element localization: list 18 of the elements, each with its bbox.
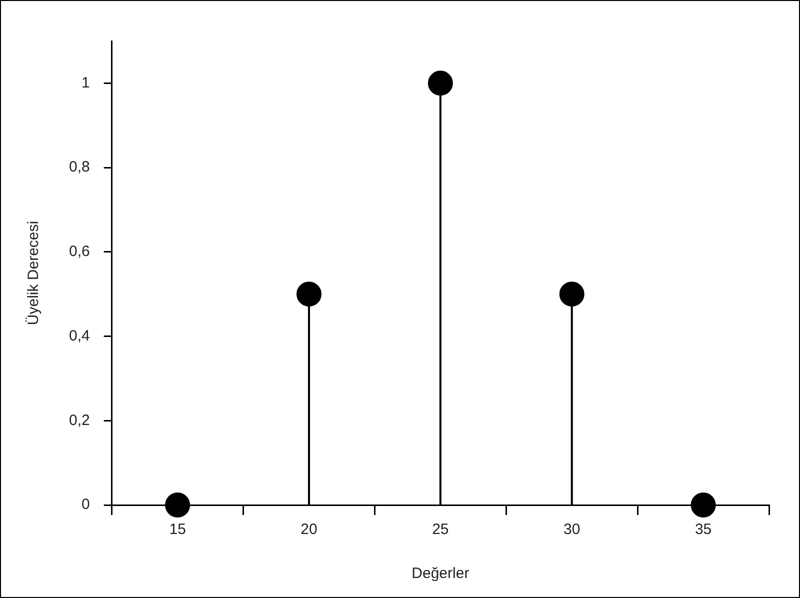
y-tick-label: 0,6 xyxy=(68,243,90,260)
x-tick-label: 20 xyxy=(300,521,318,538)
point xyxy=(165,492,190,518)
x-tick-label: 15 xyxy=(169,521,186,538)
y-tick-label: 0,4 xyxy=(68,327,90,344)
y-tick-label: 1 xyxy=(82,74,90,92)
x-axis-title: Değerler xyxy=(412,565,470,582)
y-tick-label: 0 xyxy=(82,496,90,514)
y-tick-label: 0,2 xyxy=(68,412,90,429)
y-axis-title: Üyelik Derecesi xyxy=(25,220,42,326)
x-tick-label: 25 xyxy=(432,521,449,538)
point xyxy=(690,492,716,518)
x-tick-label: 35 xyxy=(694,521,712,538)
point xyxy=(296,282,322,307)
point xyxy=(559,282,584,307)
y-tick-label: 0,8 xyxy=(68,158,90,176)
point xyxy=(428,70,453,96)
x-tick-label: 30 xyxy=(564,521,580,538)
